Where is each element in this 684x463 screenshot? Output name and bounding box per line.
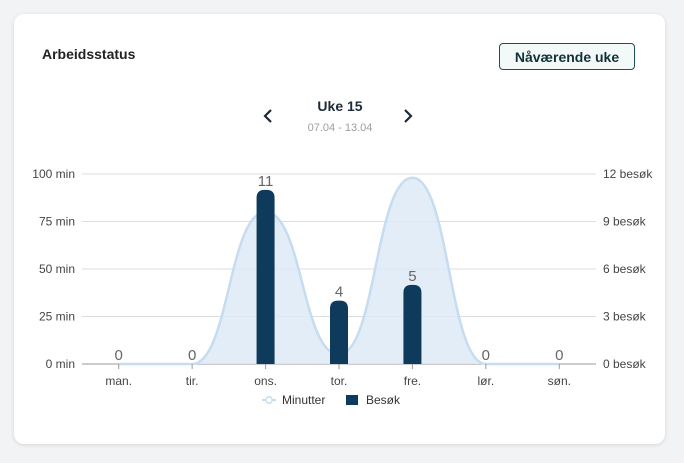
legend-minutes-swatch-marker [265, 396, 273, 404]
week-title: Uke 15 [317, 98, 363, 114]
card-title: Arbeidsstatus [42, 46, 136, 62]
visits-bar [256, 189, 275, 364]
bar-data-label: 0 [555, 347, 563, 364]
x-tick-label: søn. [548, 374, 571, 388]
y-left-tick-label: 25 min [39, 310, 75, 324]
bar-data-label: 0 [115, 347, 123, 364]
bar-data-label: 5 [408, 268, 416, 285]
axes: 0 min 0 besøk 25 min 3 besøk 50 min 6 besøk 75… [32, 167, 653, 388]
bar-labels: 0 0 11 4 5 0 0 [115, 173, 564, 364]
visits-bar-series [256, 189, 422, 364]
y-right-tick-label: 12 besøk [603, 167, 653, 181]
x-tick-label: fre. [404, 374, 421, 388]
bar-data-label: 11 [258, 173, 274, 190]
work-status-card: Arbeidsstatus Nåværende uke Uke 15 07.04… [14, 14, 665, 444]
y-right-tick-label: 3 besøk [603, 310, 647, 324]
chevron-right-icon[interactable] [400, 106, 416, 126]
y-left-tick-label: 50 min [39, 262, 75, 276]
x-tick-label: tor. [331, 374, 348, 388]
y-left-tick-label: 100 min [32, 167, 75, 181]
legend-minutes-label: Minutter [282, 393, 325, 407]
bar-data-label: 0 [188, 347, 196, 364]
x-tick-label: ons. [254, 374, 277, 388]
x-tick-label: man. [105, 374, 132, 388]
y-right-tick-label: 9 besøk [603, 215, 647, 229]
week-range: 07.04 - 13.04 [307, 122, 373, 134]
y-left-tick-label: 75 min [39, 215, 75, 229]
minutes-area-fill [118, 177, 560, 364]
legend-visits-swatch [346, 395, 358, 405]
y-right-tick-label: 0 besøk [603, 357, 647, 371]
bar-data-label: 4 [335, 284, 343, 301]
chevron-left-icon[interactable] [260, 106, 276, 126]
visits-bar [403, 284, 422, 364]
visits-bar [330, 300, 348, 364]
current-week-button[interactable]: Nåværende uke [499, 43, 635, 70]
x-tick-label: lør. [478, 374, 495, 388]
x-tick-label: tir. [186, 374, 199, 388]
legend-visits-label: Besøk [366, 393, 401, 407]
y-right-tick-label: 6 besøk [603, 262, 647, 276]
y-left-tick-label: 0 min [46, 357, 75, 371]
bar-data-label: 0 [482, 347, 490, 364]
legend: Minutter Besøk [262, 393, 401, 407]
